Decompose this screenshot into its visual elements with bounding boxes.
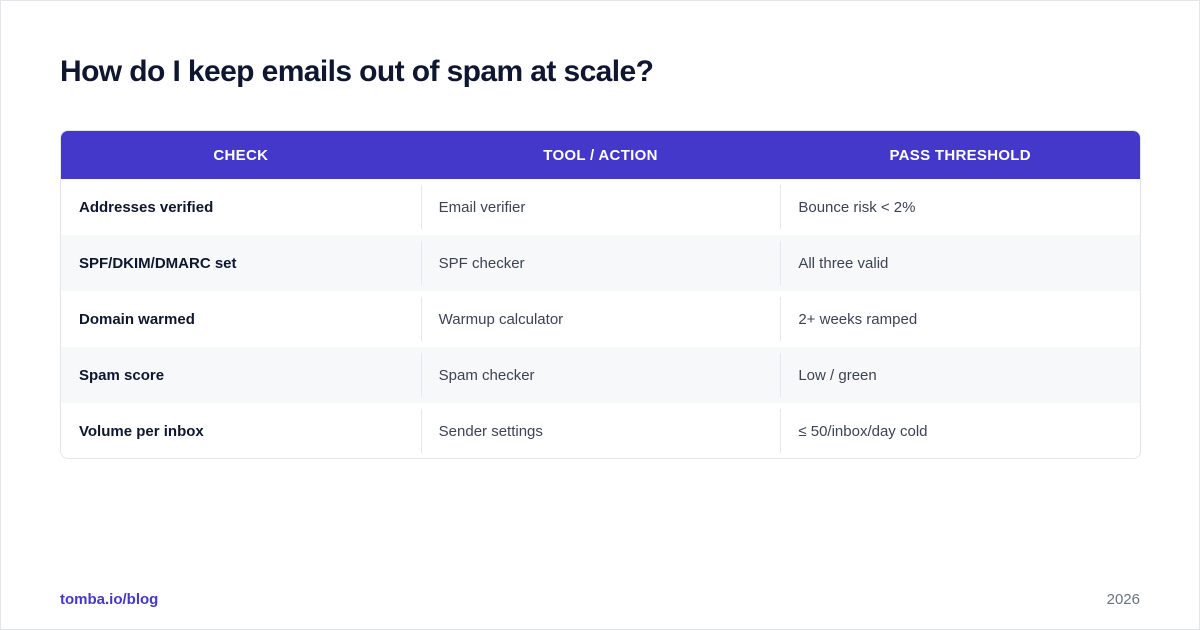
tool-cell: SPF checker <box>420 235 781 291</box>
header-pass-threshold: PASS THRESHOLD <box>889 146 1031 164</box>
threshold-cell: Bounce risk < 2% <box>780 179 1140 235</box>
year-label: 2026 <box>1106 591 1140 608</box>
threshold-cell: Low / green <box>780 347 1140 403</box>
table-row: SPF/DKIM/DMARC set SPF checker All three… <box>61 235 1140 291</box>
header-tool-action: TOOL / ACTION <box>543 146 658 164</box>
check-cell: Spam score <box>79 366 165 384</box>
table-header: CHECK TOOL / ACTION PASS THRESHOLD <box>61 131 1140 179</box>
table-row: Volume per inbox Sender settings ≤ 50/in… <box>61 403 1140 458</box>
check-cell: Volume per inbox <box>79 422 204 440</box>
check-cell: SPF/DKIM/DMARC set <box>79 254 237 272</box>
check-cell: Domain warmed <box>79 310 195 328</box>
threshold-cell: All three valid <box>780 235 1140 291</box>
tool-cell: Spam checker <box>420 347 781 403</box>
tool-cell: Email verifier <box>420 179 781 235</box>
check-cell: Addresses verified <box>79 198 214 216</box>
table-row: Spam score Spam checker Low / green <box>61 347 1140 403</box>
tool-cell: Sender settings <box>420 403 781 458</box>
tool-cell: Warmup calculator <box>420 291 781 347</box>
threshold-cell: 2+ weeks ramped <box>780 291 1140 347</box>
table-row: Addresses verified Email verifier Bounce… <box>61 179 1140 235</box>
blog-link[interactable]: tomba.io/blog <box>60 591 159 608</box>
page-title: How do I keep emails out of spam at scal… <box>60 55 654 88</box>
checklist-table: CHECK TOOL / ACTION PASS THRESHOLD Addre… <box>60 130 1141 459</box>
header-check: CHECK <box>213 146 269 164</box>
threshold-cell: ≤ 50/inbox/day cold <box>780 403 1140 458</box>
table-row: Domain warmed Warmup calculator 2+ weeks… <box>61 291 1140 347</box>
